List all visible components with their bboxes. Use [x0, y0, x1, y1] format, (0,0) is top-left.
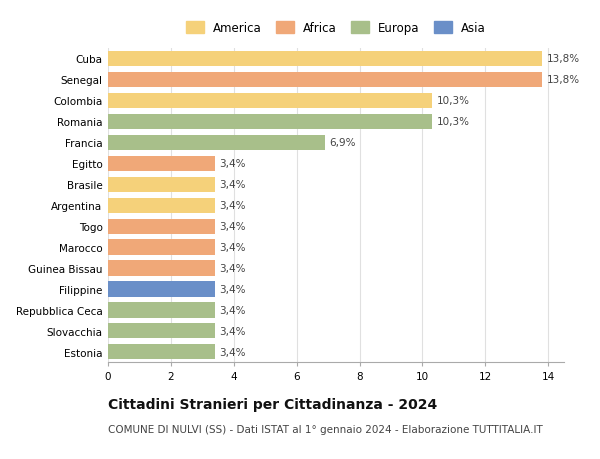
Bar	[108, 114, 432, 129]
Bar	[108, 282, 215, 297]
Text: 13,8%: 13,8%	[547, 75, 580, 85]
Bar	[108, 94, 432, 108]
Text: Cittadini Stranieri per Cittadinanza - 2024: Cittadini Stranieri per Cittadinanza - 2…	[108, 397, 437, 411]
Bar	[108, 240, 215, 255]
Bar	[108, 135, 325, 151]
Text: 3,4%: 3,4%	[220, 242, 246, 252]
Text: 3,4%: 3,4%	[220, 180, 246, 190]
Bar	[108, 198, 215, 213]
Text: 10,3%: 10,3%	[437, 117, 470, 127]
Bar	[108, 219, 215, 234]
Legend: America, Africa, Europa, Asia: America, Africa, Europa, Asia	[184, 20, 488, 37]
Text: 3,4%: 3,4%	[220, 263, 246, 274]
Bar	[108, 51, 542, 67]
Text: 3,4%: 3,4%	[220, 201, 246, 211]
Text: 13,8%: 13,8%	[547, 54, 580, 64]
Text: COMUNE DI NULVI (SS) - Dati ISTAT al 1° gennaio 2024 - Elaborazione TUTTITALIA.I: COMUNE DI NULVI (SS) - Dati ISTAT al 1° …	[108, 425, 543, 435]
Text: 3,4%: 3,4%	[220, 326, 246, 336]
Bar	[108, 324, 215, 339]
Bar	[108, 345, 215, 360]
Text: 10,3%: 10,3%	[437, 96, 470, 106]
Text: 6,9%: 6,9%	[330, 138, 356, 148]
Bar	[108, 156, 215, 171]
Bar	[108, 177, 215, 192]
Text: 3,4%: 3,4%	[220, 347, 246, 357]
Bar	[108, 73, 542, 88]
Text: 3,4%: 3,4%	[220, 222, 246, 231]
Bar	[108, 303, 215, 318]
Text: 3,4%: 3,4%	[220, 305, 246, 315]
Bar	[108, 261, 215, 276]
Text: 3,4%: 3,4%	[220, 285, 246, 294]
Text: 3,4%: 3,4%	[220, 159, 246, 169]
